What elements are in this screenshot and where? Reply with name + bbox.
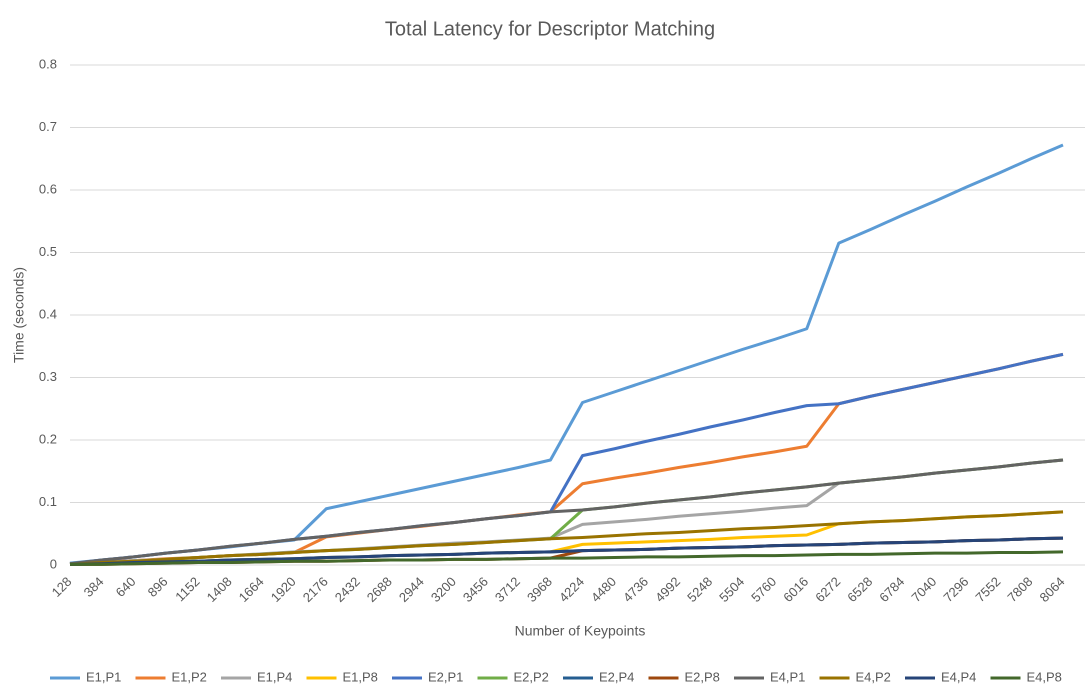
x-tick-label: 7552	[972, 574, 1003, 605]
series-line	[69, 510, 1064, 566]
legend-label: E1,P2	[172, 669, 207, 684]
x-tick-label: 4736	[620, 574, 651, 605]
legend-label: E2,P4	[599, 669, 634, 684]
series-line	[69, 458, 1064, 566]
x-tick-label: 6272	[812, 574, 843, 605]
x-tick-label: 6784	[876, 574, 907, 605]
y-tick-label: 0.2	[39, 431, 57, 446]
x-tick-label: 8064	[1036, 574, 1067, 605]
x-tick-label: 1152	[172, 574, 202, 604]
x-tick-label: 7296	[940, 574, 971, 605]
y-tick-label: 0	[50, 556, 57, 571]
legend-label: E2,P2	[514, 669, 549, 684]
x-tick-label: 3968	[524, 574, 555, 605]
y-tick-label: 0.4	[39, 306, 57, 321]
x-tick-label: 896	[145, 574, 171, 600]
x-tick-label: 2944	[396, 574, 427, 605]
x-tick-label: 4480	[588, 574, 619, 605]
x-tick-label: 1920	[268, 574, 299, 605]
x-tick-label: 5504	[716, 574, 747, 605]
y-tick-label: 0.8	[39, 56, 57, 71]
y-tick-label: 0.5	[39, 244, 57, 259]
x-tick-label: 3456	[460, 574, 491, 605]
x-tick-label: 5760	[748, 574, 779, 605]
x-tick-label: 4224	[556, 574, 587, 605]
x-tick-label: 3712	[492, 574, 523, 605]
x-tick-label: 2176	[300, 574, 331, 605]
legend-label: E4,P2	[856, 669, 891, 684]
x-tick-label: 6528	[844, 574, 875, 605]
x-tick-label: 1664	[236, 574, 267, 605]
legend-label: E4,P4	[941, 669, 976, 684]
x-tick-label: 640	[113, 574, 139, 600]
x-tick-label: 4992	[652, 574, 683, 605]
series-line	[69, 143, 1064, 565]
y-tick-label: 0.6	[39, 181, 57, 196]
legend-label: E4,P8	[1027, 669, 1062, 684]
x-tick-label: 5248	[684, 574, 715, 605]
legend-label: E1,P1	[86, 669, 121, 684]
x-tick-label: 7808	[1004, 574, 1035, 605]
x-tick-label: 384	[81, 574, 107, 600]
legend-label: E1,P4	[257, 669, 292, 684]
x-tick-label: 128	[49, 574, 75, 600]
y-tick-label: 0.7	[39, 119, 57, 134]
y-tick-label: 0.1	[39, 494, 57, 509]
x-tick-label: 3200	[428, 574, 459, 605]
chart-title: Total Latency for Descriptor Matching	[385, 18, 715, 40]
legend-label: E2,P8	[685, 669, 720, 684]
series-line	[69, 536, 1064, 566]
x-tick-label: 6016	[780, 574, 811, 605]
x-tick-label: 2432	[332, 574, 363, 605]
x-axis-title: Number of Keypoints	[515, 623, 646, 639]
legend-label: E4,P1	[770, 669, 805, 684]
legend-label: E2,P1	[428, 669, 463, 684]
legend-label: E1,P8	[343, 669, 378, 684]
x-tick-label: 1408	[204, 574, 235, 605]
y-axis-title: Time (seconds)	[11, 267, 27, 363]
x-tick-label: 2688	[364, 574, 395, 605]
x-tick-label: 7040	[908, 574, 939, 605]
series-line	[70, 550, 1064, 566]
y-tick-label: 0.3	[39, 369, 57, 384]
